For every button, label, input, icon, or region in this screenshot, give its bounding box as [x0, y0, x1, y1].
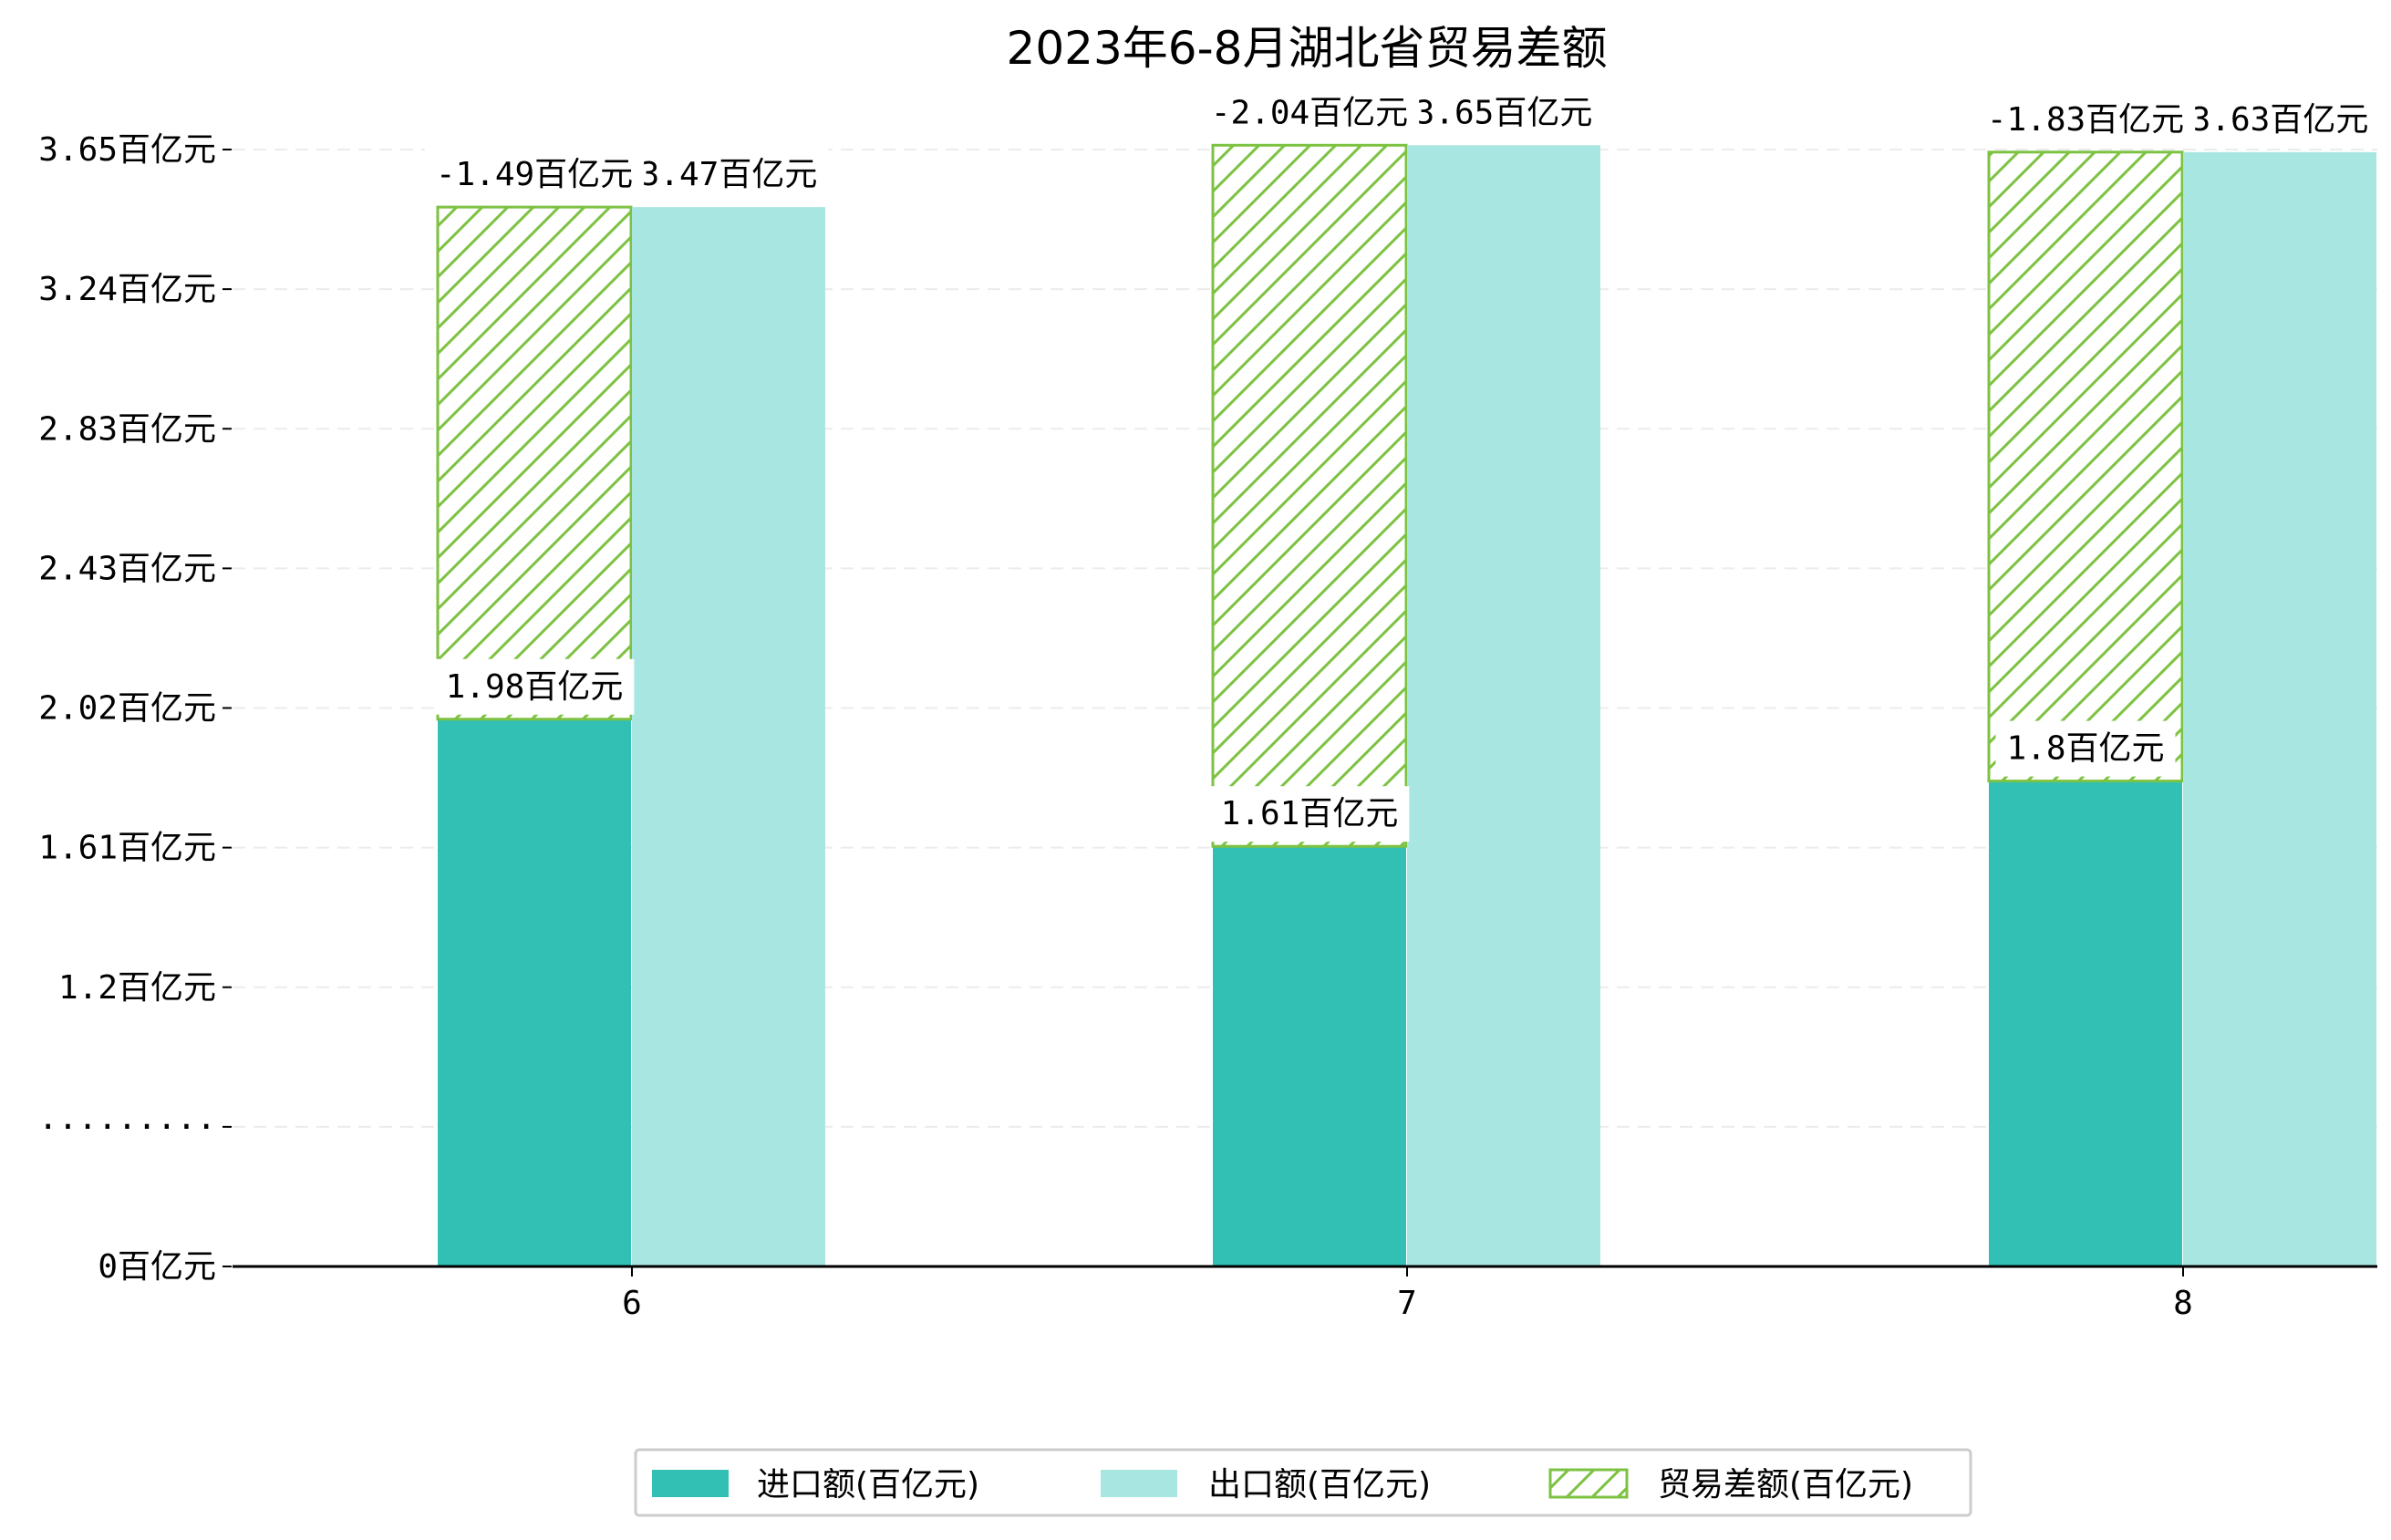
y-tick-label: ········· [38, 1109, 216, 1146]
data-label-box [1209, 786, 1410, 842]
data-label-box [1995, 720, 2176, 777]
x-tick-label: 8 [2173, 1285, 2193, 1322]
legend-swatch-import [652, 1470, 729, 1497]
data-label: 3.63百亿元 [2179, 91, 2380, 148]
data-label-box [424, 147, 645, 203]
data-label-text: 3.65百亿元 [1415, 94, 1593, 131]
legend-swatch-export [1101, 1470, 1177, 1497]
x-tick-label: 6 [622, 1285, 642, 1322]
data-label-box [1975, 91, 2196, 148]
legend-label-export: 出口额(百亿元) [1208, 1466, 1431, 1504]
data-label: 3.47百亿元 [628, 147, 829, 203]
data-label-box [434, 658, 635, 715]
y-tick-label: 2.02百亿元 [38, 690, 216, 728]
legend-label-import: 进口额(百亿元) [757, 1466, 979, 1504]
data-label-box [1403, 85, 1604, 141]
data-label-text: -1.49百亿元 [436, 156, 633, 193]
y-tick-label: 0百亿元 [98, 1248, 216, 1286]
data-label-box [1199, 85, 1420, 141]
bar-import [438, 718, 631, 1266]
data-label: -2.04百亿元 [1199, 85, 1420, 141]
labels-layer: 3.63百亿元 3.65百亿元 3.47百亿元 1.98百亿元 -1.49百亿元 1.61… [424, 85, 2380, 842]
data-label-box [628, 147, 829, 203]
data-label-text: 1.98百亿元 [446, 668, 624, 706]
data-label-box [2179, 91, 2380, 148]
bar-export [1407, 145, 1600, 1267]
bar-export [2183, 151, 2376, 1267]
data-label-text: -1.83百亿元 [1987, 101, 2184, 139]
data-label: -1.49百亿元 [424, 147, 645, 203]
data-label: -1.83百亿元 [1975, 91, 2196, 148]
bar-import [1213, 846, 1406, 1266]
legend: 进口额(百亿元) 出口额(百亿元) 贸易差额(百亿元) [634, 1448, 1972, 1517]
bar-trade-balance [1987, 150, 2184, 783]
bars-layer [436, 143, 2376, 1267]
data-label: 1.98百亿元 [434, 658, 635, 715]
data-label-text: 3.63百亿元 [2191, 101, 2369, 139]
data-label: 3.65百亿元 [1403, 85, 1604, 141]
bar-import [1989, 780, 2182, 1266]
x-tick-label: 7 [1397, 1285, 1417, 1322]
data-label-text: 1.61百亿元 [1221, 795, 1399, 832]
bar-trade-balance [436, 205, 633, 721]
axes-layer: 0百亿元 ········· 1.2百亿元 1.61百亿元 2.02百亿元 2.43百亿元… [38, 131, 2377, 1322]
data-label: 1.61百亿元 [1209, 786, 1410, 842]
y-tick-label: 1.61百亿元 [38, 830, 216, 867]
bar-export [632, 207, 825, 1266]
data-label: 1.8百亿元 [1995, 720, 2176, 777]
legend-frame [634, 1448, 1972, 1517]
data-label-text: 3.47百亿元 [640, 156, 818, 193]
y-tick-label: 2.83百亿元 [38, 410, 216, 448]
y-tick-label: 2.43百亿元 [38, 550, 216, 587]
y-tick-label: 3.24百亿元 [38, 271, 216, 308]
legend-label-balance: 贸易差额(百亿元) [1658, 1466, 1913, 1504]
legend-swatch-balance [1548, 1468, 1629, 1499]
bar-trade-balance [1211, 143, 1408, 848]
chart-title: 2023年6-8月湖北省贸易差额 [1007, 22, 1608, 75]
y-tick-label: 3.65百亿元 [38, 131, 216, 169]
data-label-text: 1.8百亿元 [2006, 730, 2164, 768]
y-tick-label: 1.2百亿元 [58, 969, 216, 1007]
data-label-text: -2.04百亿元 [1211, 94, 1408, 131]
